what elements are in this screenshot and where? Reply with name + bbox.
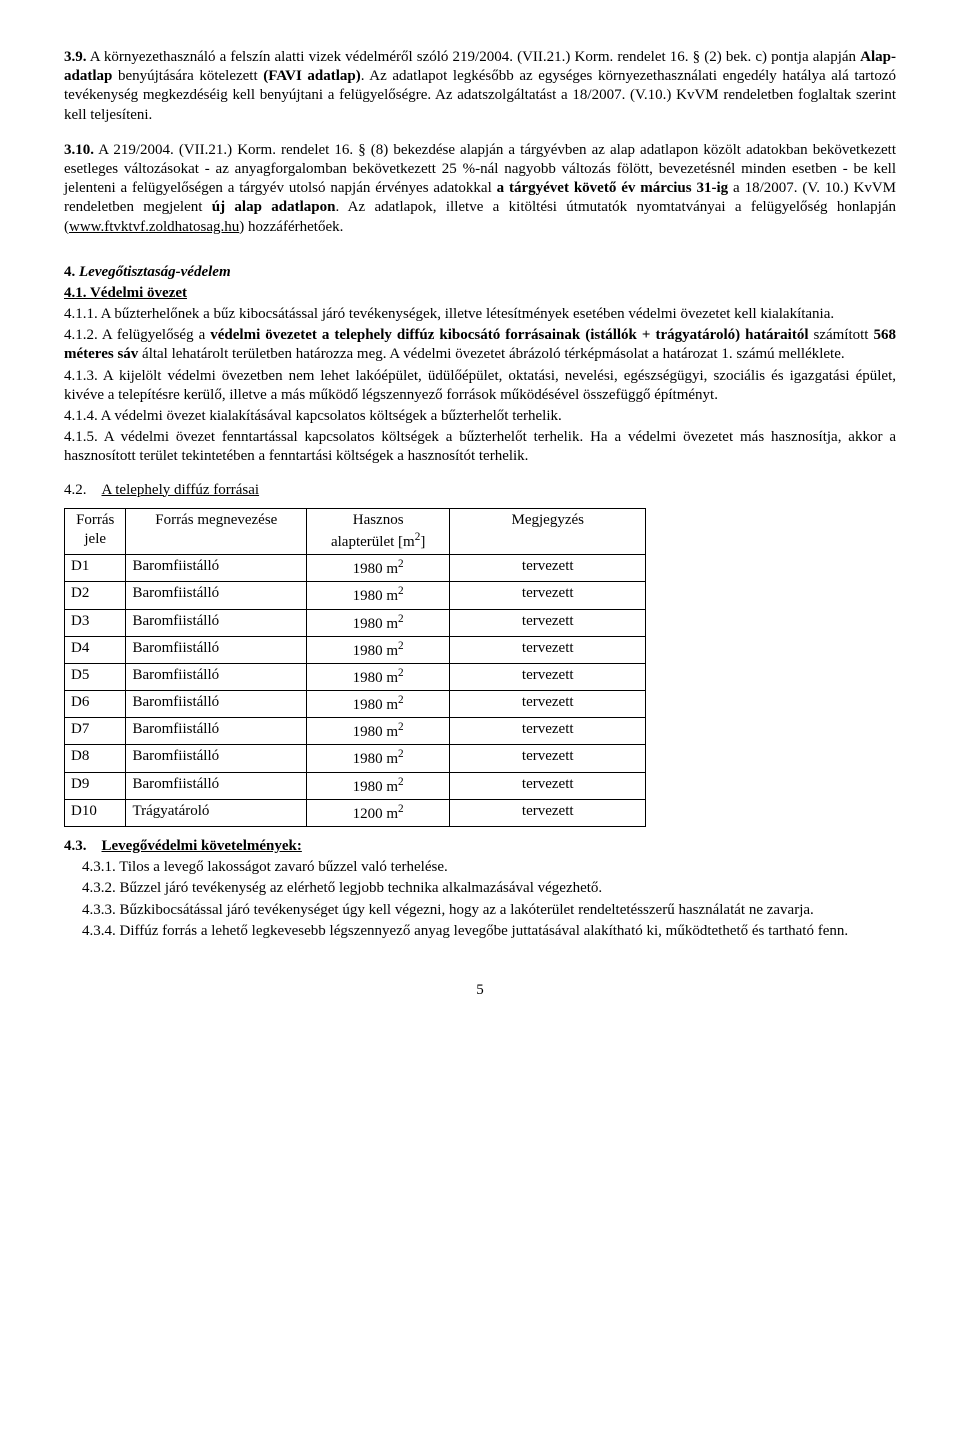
list-4-3: 4.3.1. Tilos a levegő lakosságot zavaró …	[82, 858, 896, 941]
th-forras-b: jele	[84, 531, 106, 547]
cell-megnevezes: Baromfiistálló	[126, 718, 307, 745]
heading-4-title: Levegőtisztaság-védelem	[79, 264, 231, 280]
cell-megjegyzes: tervezett	[450, 582, 646, 609]
heading-4-1: 4.1. Védelmi övezet	[64, 284, 896, 303]
cell-megjegyzes: tervezett	[450, 555, 646, 582]
para-4-3-1: 4.3.1. Tilos a levegő lakosságot zavaró …	[82, 858, 896, 877]
cell-alapterulet: 1980 m2	[307, 718, 450, 745]
cell-alapterulet: 1980 m2	[307, 582, 450, 609]
th-forras-a: Forrás	[76, 512, 114, 528]
heading-4: 4. Levegőtisztaság-védelem	[64, 263, 896, 282]
cell-jel: D2	[65, 582, 126, 609]
cell-megnevezes: Trágyatároló	[126, 799, 307, 826]
table-row: D10Trágyatároló1200 m2tervezett	[65, 799, 646, 826]
cell-alapterulet: 1980 m2	[307, 745, 450, 772]
cell-megjegyzes: tervezett	[450, 691, 646, 718]
para-4-1-3: 4.1.3. A kijelölt védelmi övezetben nem …	[64, 367, 896, 405]
link-honlap[interactable]: www.ftvktvf.zoldhatosag.hu	[69, 219, 239, 235]
th-megnevezes: Forrás megnevezése	[126, 508, 307, 554]
para-3-9: 3.9. A környezethasználó a felszín alatt…	[64, 48, 896, 125]
txt-3-9d: (FAVI adatlap)	[263, 68, 361, 84]
heading-4-num: 4.	[64, 264, 79, 280]
num-3-9: 3.9.	[64, 49, 87, 65]
cell-megjegyzes: tervezett	[450, 745, 646, 772]
cell-alapterulet: 1980 m2	[307, 609, 450, 636]
heading-4-2: 4.2. A telephely diffúz forrásai	[64, 481, 896, 500]
cell-alapterulet: 1980 m2	[307, 691, 450, 718]
cell-megjegyzes: tervezett	[450, 718, 646, 745]
table-row: D5Baromfiistálló1980 m2tervezett	[65, 663, 646, 690]
cell-megjegyzes: tervezett	[450, 772, 646, 799]
txt-3-9a: A környezethasználó a felszín alatti viz…	[87, 49, 861, 65]
table-row: D3Baromfiistálló1980 m2tervezett	[65, 609, 646, 636]
cell-megnevezes: Baromfiistálló	[126, 636, 307, 663]
sources-table: Forrás jele Forrás megnevezése Hasznos a…	[64, 508, 646, 827]
para-4-1-5: 4.1.5. A védelmi övezet fenntartással ka…	[64, 428, 896, 466]
heading-4-2-title: A telephely diffúz forrásai	[102, 482, 260, 498]
para-4-1-1: 4.1.1. A bűzterhelőnek a bűz kibocsátáss…	[64, 305, 896, 324]
table-row: D1Baromfiistálló1980 m2tervezett	[65, 555, 646, 582]
p412a: 4.1.2. A felügyelőség a	[64, 327, 210, 343]
cell-jel: D6	[65, 691, 126, 718]
heading-4-1-text: 4.1. Védelmi övezet	[64, 285, 187, 301]
cell-alapterulet: 1200 m2	[307, 799, 450, 826]
table-row: D2Baromfiistálló1980 m2tervezett	[65, 582, 646, 609]
cell-alapterulet: 1980 m2	[307, 772, 450, 799]
cell-jel: D8	[65, 745, 126, 772]
cell-alapterulet: 1980 m2	[307, 555, 450, 582]
th-megjegyzes: Megjegyzés	[450, 508, 646, 554]
num-3-10: 3.10.	[64, 142, 94, 158]
para-4-3-4: 4.3.4. Diffúz forrás a lehető legkeveseb…	[82, 922, 896, 941]
cell-jel: D5	[65, 663, 126, 690]
table-row: D8Baromfiistálló1980 m2tervezett	[65, 745, 646, 772]
txt-3-10d: új alap adatlapon	[212, 199, 336, 215]
cell-jel: D4	[65, 636, 126, 663]
txt-3-10b: a tárgyévet követő év március 31-ig	[497, 180, 729, 196]
para-4-1-2: 4.1.2. A felügyelőség a védelmi övezetet…	[64, 326, 896, 364]
heading-4-2-num: 4.2.	[64, 482, 87, 498]
para-4-3-2: 4.3.2. Bűzzel járó tevékenység az elérhe…	[82, 879, 896, 898]
cell-megjegyzes: tervezett	[450, 609, 646, 636]
table-row: D7Baromfiistálló1980 m2tervezett	[65, 718, 646, 745]
table-row: D4Baromfiistálló1980 m2tervezett	[65, 636, 646, 663]
cell-megnevezes: Baromfiistálló	[126, 745, 307, 772]
heading-4-3-num: 4.3.	[64, 838, 87, 854]
table-header-row: Forrás jele Forrás megnevezése Hasznos a…	[65, 508, 646, 554]
para-4-3-3: 4.3.3. Bűzkibocsátással járó tevékenység…	[82, 901, 896, 920]
p412e: által lehatárolt területben határozza me…	[138, 346, 844, 362]
cell-alapterulet: 1980 m2	[307, 663, 450, 690]
table-row: D9Baromfiistálló1980 m2tervezett	[65, 772, 646, 799]
th-hasznos-a: Hasznos	[353, 512, 404, 528]
p412b: védelmi övezetet a telephely diffúz kibo…	[210, 327, 808, 343]
cell-jel: D9	[65, 772, 126, 799]
cell-jel: D7	[65, 718, 126, 745]
para-4-1-4: 4.1.4. A védelmi övezet kialakításával k…	[64, 407, 896, 426]
th-hasznos-b-pre: alapterület [m	[331, 534, 415, 550]
th-forras-jele: Forrás jele	[65, 508, 126, 554]
cell-alapterulet: 1980 m2	[307, 636, 450, 663]
th-hasznos: Hasznos alapterület [m2]	[307, 508, 450, 554]
txt-3-9c: benyújtására kötelezett	[112, 68, 263, 84]
cell-megjegyzes: tervezett	[450, 663, 646, 690]
cell-jel: D3	[65, 609, 126, 636]
cell-megnevezes: Baromfiistálló	[126, 555, 307, 582]
th-hasznos-b-suf: ]	[420, 534, 425, 550]
cell-megnevezes: Baromfiistálló	[126, 582, 307, 609]
heading-4-3-title: Levegővédelmi követelmények:	[102, 838, 302, 854]
cell-megnevezes: Baromfiistálló	[126, 772, 307, 799]
p412c: számított	[808, 327, 873, 343]
cell-megnevezes: Baromfiistálló	[126, 663, 307, 690]
cell-jel: D1	[65, 555, 126, 582]
cell-megjegyzes: tervezett	[450, 636, 646, 663]
para-3-10: 3.10. A 219/2004. (VII.21.) Korm. rendel…	[64, 141, 896, 237]
cell-jel: D10	[65, 799, 126, 826]
cell-megnevezes: Baromfiistálló	[126, 609, 307, 636]
cell-megjegyzes: tervezett	[450, 799, 646, 826]
page-number: 5	[64, 981, 896, 1000]
table-row: D6Baromfiistálló1980 m2tervezett	[65, 691, 646, 718]
heading-4-3: 4.3. Levegővédelmi követelmények:	[64, 837, 896, 856]
cell-megnevezes: Baromfiistálló	[126, 691, 307, 718]
txt-3-10f: ) hozzáférhetőek.	[239, 219, 343, 235]
